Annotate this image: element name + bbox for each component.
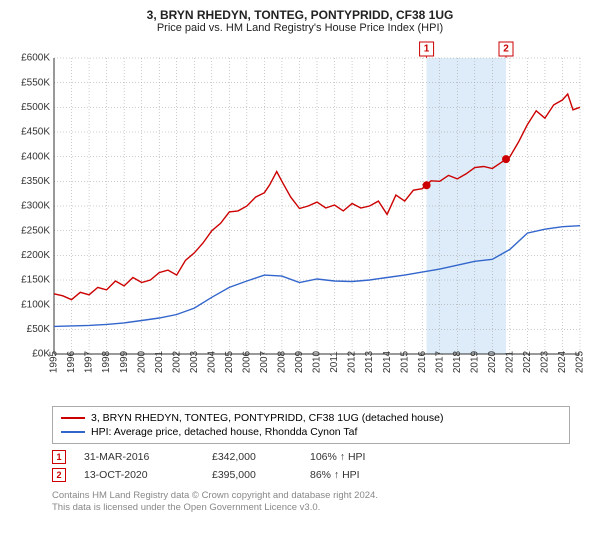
table-date: 13-OCT-2020	[84, 469, 194, 481]
legend-label: HPI: Average price, detached house, Rhon…	[91, 426, 357, 438]
svg-text:£50K: £50K	[27, 324, 51, 335]
svg-text:£200K: £200K	[21, 250, 50, 261]
svg-text:1: 1	[424, 44, 430, 55]
footer-line-2: This data is licensed under the Open Gov…	[52, 502, 570, 514]
footer-line-1: Contains HM Land Registry data © Crown c…	[52, 490, 570, 502]
table-row-marker: 2	[52, 468, 66, 482]
svg-text:£500K: £500K	[21, 102, 50, 113]
transactions-table: 1 31-MAR-2016 £342,000 106% ↑ HPI 2 13-OCT-20…	[52, 448, 570, 484]
table-rel-hpi: 106% ↑ HPI	[310, 451, 365, 463]
line-chart: £0K £50K £100K £150K £200K £250K £300K £350K £40…	[10, 40, 590, 400]
legend: 3, BRYN RHEDYN, TONTEG, PONTYPRIDD, CF38…	[52, 406, 570, 444]
svg-text:£600K: £600K	[21, 53, 50, 64]
chart-subtitle: Price paid vs. HM Land Registry's House …	[10, 22, 590, 34]
svg-text:£350K: £350K	[21, 176, 50, 187]
svg-text:£300K: £300K	[21, 201, 50, 212]
svg-text:£250K: £250K	[21, 225, 50, 236]
svg-text:£0K: £0K	[32, 349, 50, 360]
table-date: 31-MAR-2016	[84, 451, 194, 463]
chart-container: 3, BRYN RHEDYN, TONTEG, PONTYPRIDD, CF38…	[0, 0, 600, 521]
table-price: £342,000	[212, 451, 292, 463]
table-rel-hpi: 86% ↑ HPI	[310, 469, 360, 481]
legend-item: 3, BRYN RHEDYN, TONTEG, PONTYPRIDD, CF38…	[61, 411, 561, 425]
legend-label: 3, BRYN RHEDYN, TONTEG, PONTYPRIDD, CF38…	[91, 412, 443, 424]
legend-swatch	[61, 431, 85, 433]
table-row: 2 13-OCT-2020 £395,000 86% ↑ HPI	[52, 466, 570, 484]
table-row: 1 31-MAR-2016 £342,000 106% ↑ HPI	[52, 448, 570, 466]
svg-text:2: 2	[503, 44, 509, 55]
footer: Contains HM Land Registry data © Crown c…	[52, 490, 570, 515]
svg-text:£150K: £150K	[21, 275, 50, 286]
table-price: £395,000	[212, 469, 292, 481]
legend-item: HPI: Average price, detached house, Rhon…	[61, 425, 561, 439]
table-row-marker: 1	[52, 450, 66, 464]
legend-swatch	[61, 417, 85, 419]
svg-text:£400K: £400K	[21, 151, 50, 162]
plot-area: £0K £50K £100K £150K £200K £250K £300K £350K £40…	[10, 40, 590, 400]
svg-text:£450K: £450K	[21, 127, 50, 138]
chart-title: 3, BRYN RHEDYN, TONTEG, PONTYPRIDD, CF38…	[10, 8, 590, 22]
svg-text:£100K: £100K	[21, 299, 50, 310]
svg-text:£550K: £550K	[21, 77, 50, 88]
